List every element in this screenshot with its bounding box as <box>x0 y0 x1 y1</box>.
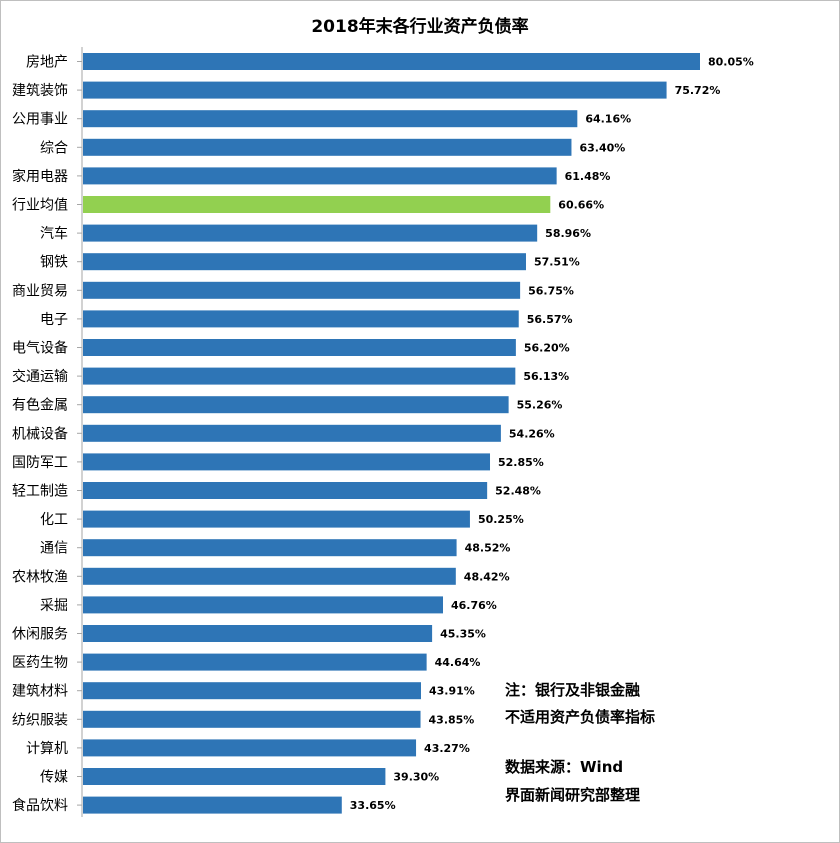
value-label: 44.64% <box>435 656 481 669</box>
bar <box>83 710 421 728</box>
category-label: 电气设备 <box>12 340 68 357</box>
bar <box>83 567 456 585</box>
category-label: 汽车 <box>40 225 68 242</box>
bar <box>83 224 538 242</box>
value-label: 58.96% <box>545 227 591 240</box>
value-label: 56.75% <box>528 284 574 297</box>
bar <box>83 796 342 814</box>
bar <box>83 682 421 700</box>
value-label: 43.85% <box>429 713 475 726</box>
bar <box>83 453 491 471</box>
note-line-1: 注：银行及非银金融 <box>505 681 641 699</box>
value-label: 56.57% <box>527 313 573 326</box>
value-label: 56.20% <box>524 342 570 355</box>
category-label: 公用事业 <box>12 112 68 128</box>
value-label: 48.52% <box>465 542 511 555</box>
bar <box>83 768 386 785</box>
value-label: 52.85% <box>498 456 544 469</box>
value-label: 39.30% <box>393 771 439 784</box>
value-label: 48.42% <box>464 570 510 583</box>
category-label: 食品饮料 <box>12 797 68 814</box>
value-label: 33.65% <box>350 799 396 812</box>
category-label: 房地产 <box>26 55 68 71</box>
category-label: 综合 <box>40 140 68 156</box>
bar <box>83 281 521 299</box>
bar <box>83 310 519 328</box>
bar <box>83 367 516 385</box>
category-label: 钢铁 <box>40 255 68 271</box>
bar <box>83 196 551 213</box>
category-label: 采掘 <box>40 598 68 614</box>
category-label: 家用电器 <box>12 168 68 185</box>
bar <box>83 625 433 642</box>
value-label: 64.16% <box>585 113 631 126</box>
category-label: 计算机 <box>26 741 68 757</box>
category-label: 建筑装饰 <box>12 83 68 99</box>
value-label: 57.51% <box>534 256 580 269</box>
value-label: 46.76% <box>451 599 497 612</box>
category-label: 农林牧渔 <box>12 569 68 585</box>
bar <box>83 110 578 128</box>
note-line-2: 不适用资产负债率指标 <box>505 708 656 726</box>
chart-title: 2018年末各行业资产负债率 <box>311 17 529 37</box>
bar <box>83 53 700 70</box>
value-label: 43.27% <box>424 742 470 755</box>
value-label: 45.35% <box>440 628 486 641</box>
value-label: 55.26% <box>517 399 563 412</box>
category-label: 化工 <box>40 512 68 528</box>
category-label: 交通运输 <box>12 368 68 385</box>
category-label: 商业贸易 <box>12 283 68 299</box>
category-label: 纺织服装 <box>12 712 68 728</box>
category-label: 国防军工 <box>12 455 68 471</box>
bar <box>83 482 488 499</box>
value-label: 52.48% <box>495 485 541 498</box>
bar <box>83 539 457 557</box>
credit-line: 界面新闻研究部整理 <box>505 786 641 804</box>
category-label: 行业均值 <box>12 198 68 214</box>
bar <box>83 510 470 528</box>
bar <box>83 424 501 442</box>
bar <box>83 81 667 99</box>
bar <box>83 138 572 156</box>
category-label: 通信 <box>40 541 68 557</box>
bar <box>83 596 443 614</box>
value-label: 61.48% <box>565 170 611 183</box>
source-line: 数据来源：Wind <box>505 758 624 776</box>
category-label: 建筑材料 <box>12 684 68 700</box>
value-label: 43.91% <box>429 685 475 698</box>
bar <box>83 653 427 671</box>
bar <box>83 167 557 185</box>
category-label: 传媒 <box>40 770 68 786</box>
bar <box>83 739 417 757</box>
category-label: 电子 <box>40 312 68 328</box>
category-label: 有色金属 <box>12 397 68 414</box>
value-label: 54.26% <box>509 427 555 440</box>
category-label: 机械设备 <box>12 425 68 442</box>
category-label: 休闲服务 <box>12 627 68 643</box>
bar <box>83 339 516 356</box>
value-label: 63.40% <box>579 141 625 154</box>
value-label: 50.25% <box>478 513 524 526</box>
bar <box>83 396 509 414</box>
value-label: 56.13% <box>523 370 569 383</box>
category-label: 医药生物 <box>12 655 68 671</box>
category-label: 轻工制造 <box>12 484 68 500</box>
value-label: 80.05% <box>708 56 754 69</box>
bar <box>83 253 526 271</box>
value-label: 60.66% <box>558 199 604 212</box>
value-label: 75.72% <box>675 84 721 97</box>
